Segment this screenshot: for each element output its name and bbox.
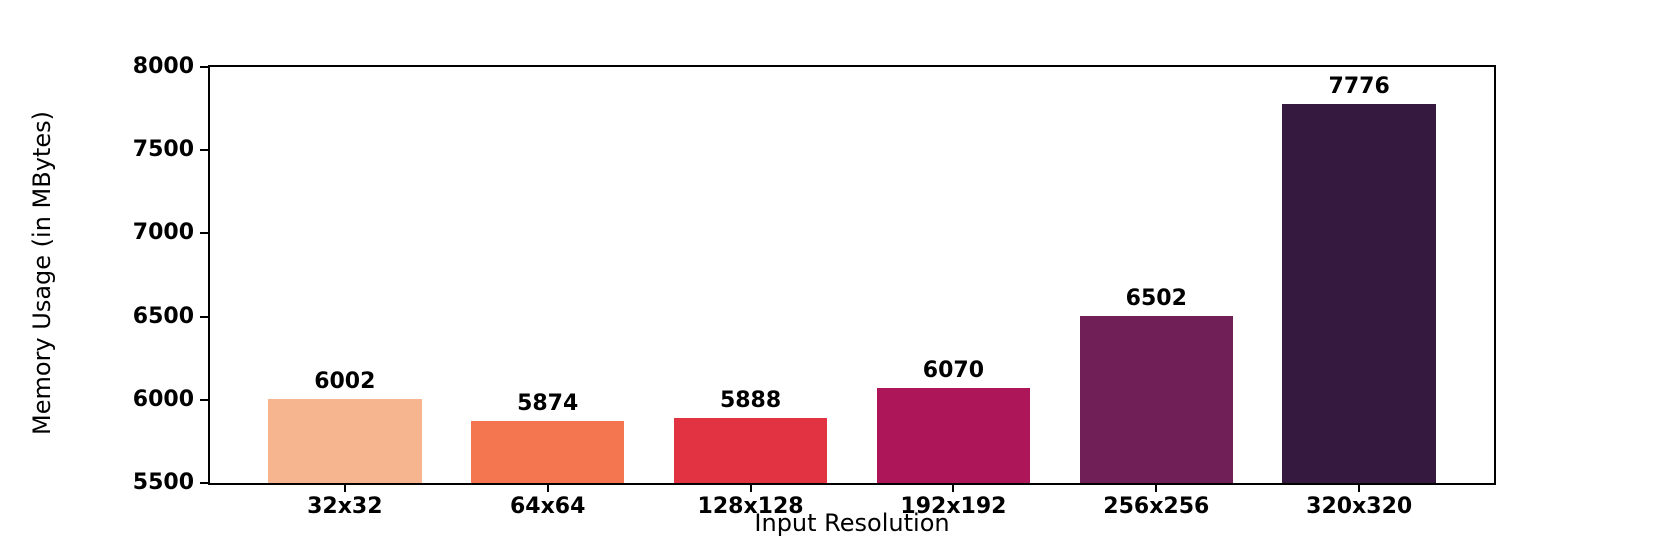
bar	[1282, 104, 1436, 483]
x-tick-label: 256x256	[1103, 494, 1210, 519]
x-tick-mark	[1155, 483, 1158, 492]
bar	[1079, 316, 1234, 483]
y-tick-label: 5500	[132, 470, 194, 495]
bar	[673, 418, 828, 483]
y-tick-label: 6500	[132, 303, 194, 329]
x-tick-mark	[749, 483, 752, 492]
plot-area: 5500 6000 6500 7000 7500 8000 6002 32x32 5874 64x…	[133, 56, 1496, 518]
y-tick-mark	[200, 398, 210, 401]
bar-value-label: 6002	[314, 369, 376, 395]
x-axis-label: Input Resolution	[754, 509, 950, 537]
y-tick-mark	[200, 66, 210, 68]
x-tick-mark	[546, 483, 549, 492]
y-tick-label: 7500	[132, 137, 194, 163]
y-tick-label: 6000	[132, 386, 194, 412]
bar	[876, 388, 1031, 483]
bar	[268, 399, 422, 483]
bar-value-label: 5888	[719, 388, 782, 414]
x-tick-mark	[343, 483, 346, 492]
bar-value-label: 7776	[1328, 74, 1390, 100]
bar-value-label: 6070	[922, 358, 985, 384]
bar	[470, 420, 625, 483]
y-tick-label: 8000	[132, 54, 194, 79]
y-tick-label: 7000	[132, 220, 194, 246]
x-tick-label: 64x64	[509, 494, 586, 519]
x-tick-label: 320x320	[1306, 494, 1413, 519]
bar-value-label: 5874	[517, 390, 579, 416]
y-tick-mark	[200, 232, 210, 235]
x-tick-label: 32x32	[307, 494, 383, 519]
y-tick-mark	[200, 315, 210, 318]
bar-value-label: 6502	[1125, 286, 1187, 312]
y-tick-mark	[200, 149, 210, 152]
y-axis-label: Memory Usage (in MBytes)	[28, 111, 56, 435]
x-tick-label: 128x128	[697, 494, 804, 519]
x-tick-label: 192x192	[900, 494, 1007, 519]
y-tick-mark	[200, 482, 210, 484]
x-tick-mark	[1358, 483, 1361, 492]
x-tick-mark	[952, 483, 955, 492]
